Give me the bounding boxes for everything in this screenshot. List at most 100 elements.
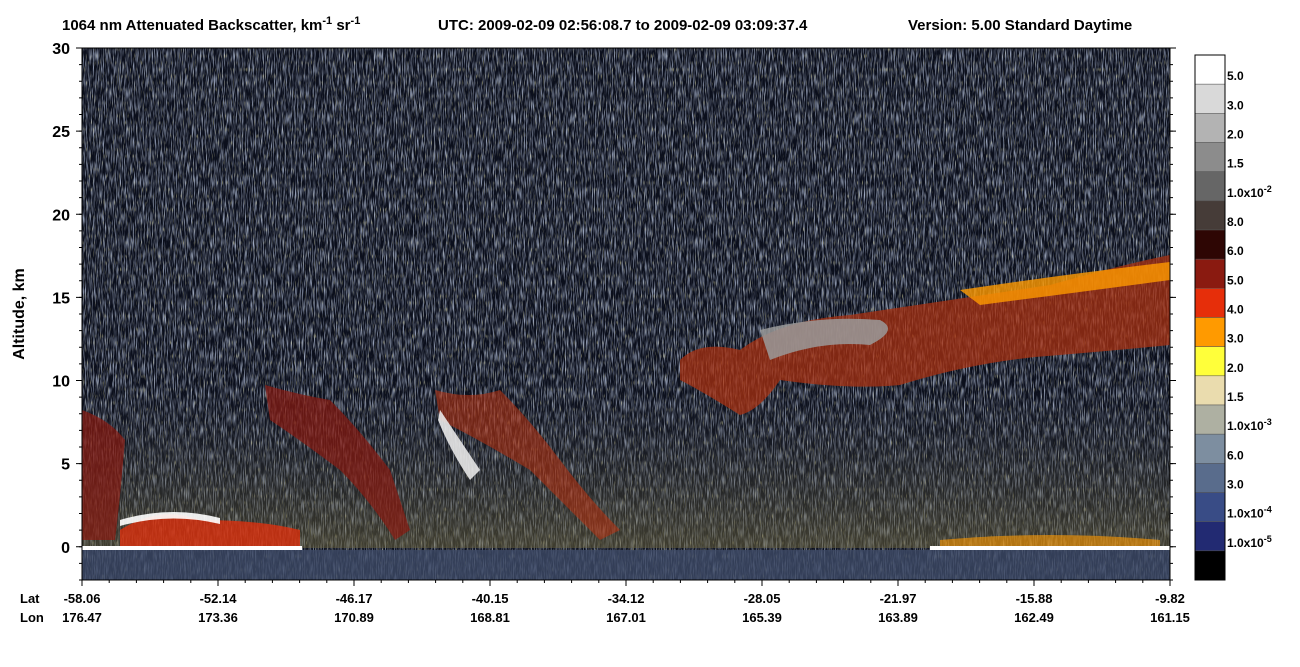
colorbar-label-text: 3.0 xyxy=(1227,478,1244,492)
colorbar-label-text: 6.0 xyxy=(1227,448,1244,462)
title-unit: sr xyxy=(332,17,351,34)
x-tick-label: -40.15 xyxy=(472,591,509,606)
cloud xyxy=(940,535,1160,548)
x-tick-label: 161.15 xyxy=(1150,610,1190,625)
x-tick-label: 165.39 xyxy=(742,610,782,625)
cloud xyxy=(120,511,220,526)
colorbar-label: 1.0x10-5 xyxy=(1227,534,1272,550)
colorbar-swatch xyxy=(1194,54,1226,85)
colorbar-swatch xyxy=(1194,200,1226,231)
colorbar-label-text: 3.0 xyxy=(1227,98,1244,112)
title-exp: -1 xyxy=(351,15,361,27)
colorbar-swatch xyxy=(1194,258,1226,289)
y-tick-label: 0 xyxy=(61,540,70,557)
surface-return xyxy=(930,546,1170,550)
colorbar-label-exp: -4 xyxy=(1264,505,1272,515)
title-version: Version: 5.00 Standard Daytime xyxy=(908,17,1132,34)
y-tick-label: 5 xyxy=(61,457,70,474)
x-tick-label: -58.06 xyxy=(64,591,101,606)
colorbar-swatch xyxy=(1194,113,1226,143)
x-tick-label: -21.97 xyxy=(880,591,917,606)
cloud xyxy=(960,262,1170,305)
x-tick-label: 173.36 xyxy=(198,610,238,625)
y-axis-label: Altitude, km xyxy=(11,268,28,360)
x-tick-label: 170.89 xyxy=(334,610,374,625)
x-tick-label: -46.17 xyxy=(336,591,373,606)
title-exp: -1 xyxy=(322,15,332,27)
colorbar-swatch xyxy=(1194,83,1226,114)
colorbar-swatch xyxy=(1194,463,1226,493)
cloud xyxy=(435,390,620,540)
colorbar-label-text: 1.0x10 xyxy=(1227,536,1264,550)
backscatter-image xyxy=(82,48,1170,580)
cloud xyxy=(82,410,125,540)
cloud xyxy=(760,318,888,360)
chart-title: 1064 nm Attenuated Backscatter, km-1 sr-… xyxy=(62,15,1132,34)
colorbar-swatch xyxy=(1194,171,1226,202)
colorbar-label: 6.0 xyxy=(1227,244,1244,258)
colorbar-swatch xyxy=(1194,492,1226,522)
colorbar-swatch xyxy=(1194,229,1226,260)
colorbar-label: 4.0 xyxy=(1227,303,1244,317)
title-utc: UTC: 2009-02-09 02:56:08.7 to 2009-02-09… xyxy=(438,17,808,34)
colorbar-label-text: 1.0x10 xyxy=(1227,507,1264,521)
colorbar-swatch xyxy=(1194,521,1226,552)
colorbar-label-text: 4.0 xyxy=(1227,303,1244,317)
colorbar-label-text: 5.0 xyxy=(1227,273,1244,287)
colorbar-label-text: 8.0 xyxy=(1227,215,1244,229)
colorbar-swatch xyxy=(1194,288,1226,318)
colorbar-label-text: 6.0 xyxy=(1227,244,1244,258)
colorbar-swatch xyxy=(1194,375,1226,406)
colorbar-label-text: 2.0 xyxy=(1227,128,1244,142)
colorbar-label-exp: -3 xyxy=(1264,417,1272,427)
surface-return xyxy=(82,546,302,550)
colorbar-label-text: 2.0 xyxy=(1227,361,1244,375)
colorbar-label-text: 1.0x10 xyxy=(1227,419,1264,433)
lat-row-label: Lat xyxy=(20,591,40,606)
y-tick-label: 20 xyxy=(52,207,70,224)
colorbar-label-text: 5.0 xyxy=(1227,69,1244,83)
cloud xyxy=(265,385,410,540)
colorbar-label: 8.0 xyxy=(1227,215,1244,229)
colorbar-label-text: 1.5 xyxy=(1227,157,1244,171)
colorbar-label: 2.0 xyxy=(1227,361,1244,375)
colorbar-label: 1.0x10-4 xyxy=(1227,505,1272,521)
x-tick-label: 163.89 xyxy=(878,610,918,625)
colorbar-label-exp: -5 xyxy=(1264,534,1272,544)
colorbar-label-text: 3.0 xyxy=(1227,332,1244,346)
colorbar-swatch xyxy=(1194,404,1226,435)
image-subsurface xyxy=(82,550,1170,580)
cloud xyxy=(438,410,480,480)
colorbar-swatch xyxy=(1194,433,1226,464)
x-tick-label: 167.01 xyxy=(606,610,646,625)
colorbar-label: 3.0 xyxy=(1227,98,1244,112)
y-tick-label: 30 xyxy=(52,41,70,58)
colorbar-label-exp: -2 xyxy=(1264,184,1272,194)
colorbar-swatch xyxy=(1194,346,1226,377)
colorbar-swatch xyxy=(1194,550,1226,581)
title-product: 1064 nm Attenuated Backscatter, km xyxy=(62,17,322,34)
x-tick-label: 162.49 xyxy=(1014,610,1054,625)
colorbar-label-text: 1.0x10 xyxy=(1227,186,1264,200)
colorbar-label: 1.5 xyxy=(1227,157,1244,171)
x-tick-label: -34.12 xyxy=(608,591,645,606)
image-boundary-layer xyxy=(82,380,1170,548)
x-tick-label: -15.88 xyxy=(1016,591,1053,606)
colorbar-label: 1.0x10-2 xyxy=(1227,184,1272,200)
x-tick-label: 168.81 xyxy=(470,610,510,625)
lon-row-label: Lon xyxy=(20,610,44,625)
colorbar-frame xyxy=(1194,54,1226,581)
colorbar-label: 1.5 xyxy=(1227,390,1244,404)
y-tick-label: 10 xyxy=(52,374,70,391)
colorbar-label: 5.0 xyxy=(1227,69,1244,83)
x-tick-label: 176.47 xyxy=(62,610,102,625)
y-tick-label: 15 xyxy=(52,290,70,307)
y-tick-label: 25 xyxy=(52,124,70,141)
cloud xyxy=(120,514,300,548)
colorbar-swatch xyxy=(1194,317,1226,347)
colorbar-label: 3.0 xyxy=(1227,332,1244,346)
x-tick-label: -52.14 xyxy=(200,591,238,606)
colorbar-label: 6.0 xyxy=(1227,448,1244,462)
